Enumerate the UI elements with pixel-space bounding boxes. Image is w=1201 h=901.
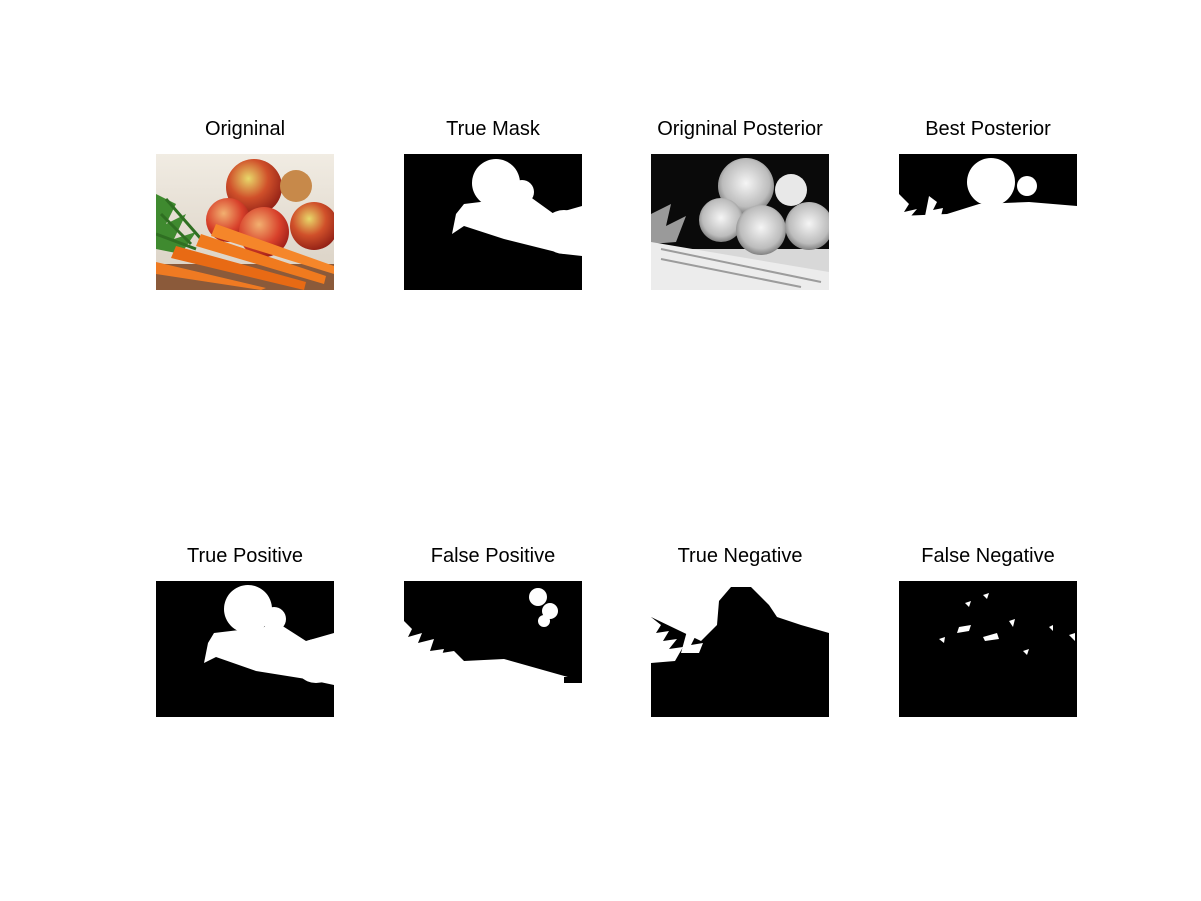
original-photo	[156, 154, 334, 290]
true-mask-image	[404, 154, 582, 290]
panel-title: Origninal	[204, 118, 286, 140]
original-posterior-image	[651, 154, 829, 290]
false-positive-image	[404, 581, 582, 717]
panel-title: True Mask	[446, 118, 540, 140]
panel-title: True Negative	[677, 545, 803, 567]
panel-title: True Positive	[187, 545, 303, 567]
panel-title: Best Posterior	[925, 118, 1051, 140]
true-positive-image	[156, 581, 334, 717]
best-posterior-image	[899, 154, 1077, 290]
panel-title: False Negative	[921, 545, 1055, 567]
false-negative-image	[899, 581, 1077, 717]
panel-title: False Positive	[430, 545, 556, 567]
true-negative-image	[651, 581, 829, 717]
panel-title: Origninal Posterior	[657, 118, 823, 140]
